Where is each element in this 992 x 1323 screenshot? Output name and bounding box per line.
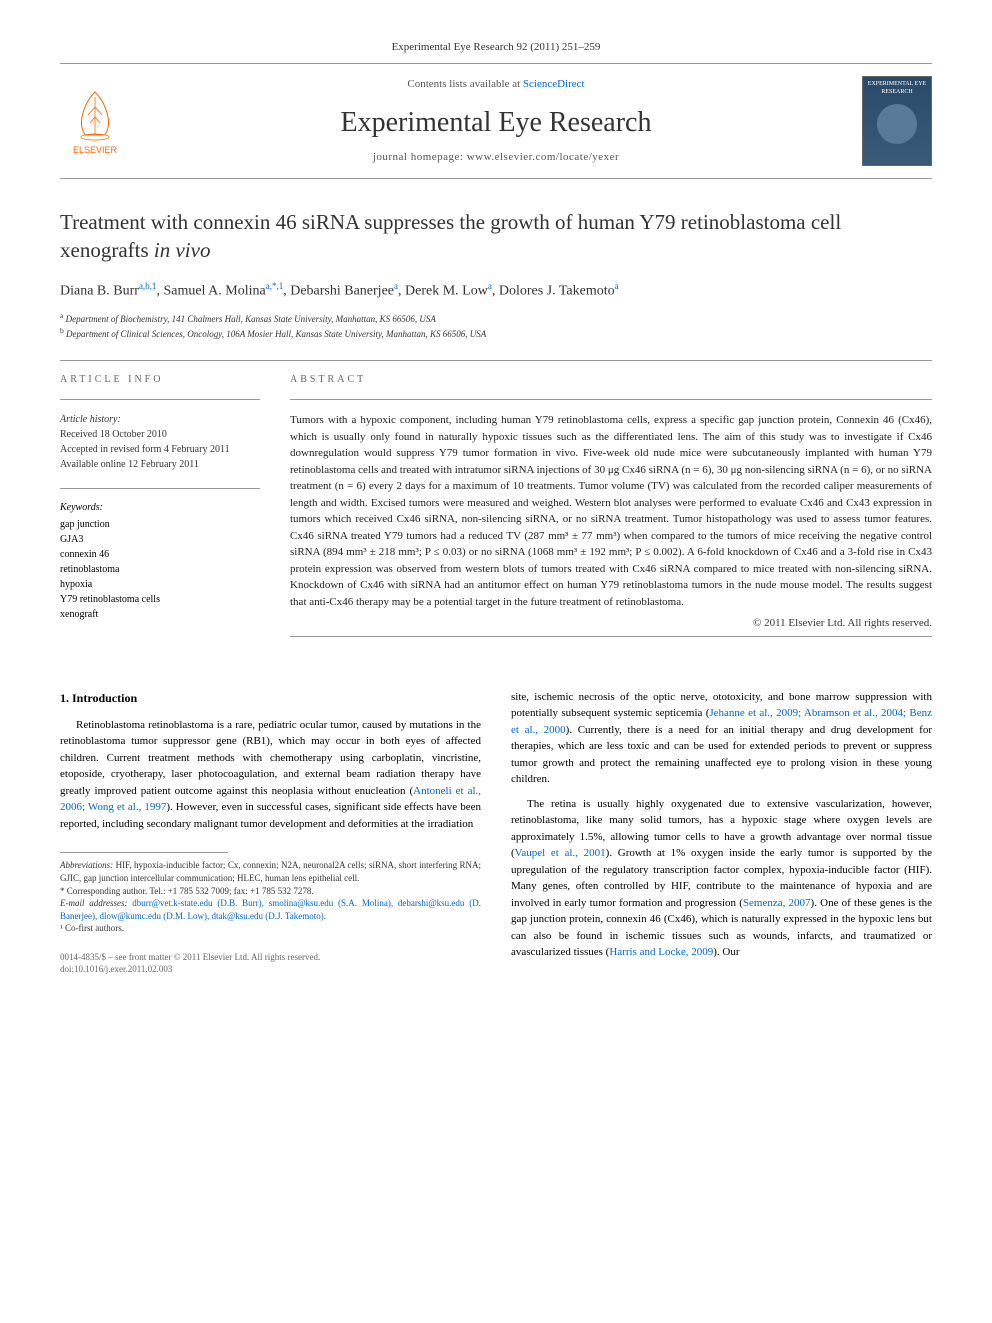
affiliation-b-text: Department of Clinical Sciences, Oncolog… [66,329,486,339]
homepage-url[interactable]: www.elsevier.com/locate/yexer [467,151,619,163]
intro-heading: 1. Introduction [60,689,481,707]
abbrev-label: Abbreviations: [60,860,113,870]
article-info-label: ARTICLE INFO [60,373,260,387]
keyword-item: xenograft [60,607,260,622]
journal-reference: Experimental Eye Research 92 (2011) 251–… [60,40,932,55]
cover-title: EXPERIMENTAL EYE RESEARCH [867,81,927,95]
doi-line: doi:10.1016/j.exer.2011.02.003 [60,963,481,976]
article-info-column: ARTICLE INFO Article history: Received 1… [60,373,260,648]
info-abstract-row: ARTICLE INFO Article history: Received 1… [60,373,932,648]
contents-line: Contents lists available at ScienceDirec… [130,77,862,92]
keyword-item: GJA3 [60,532,260,547]
elsevier-tree-icon [70,87,120,142]
keyword-item: connexin 46 [60,547,260,562]
keywords-list: gap junctionGJA3connexin 46retinoblastom… [60,517,260,622]
sciencedirect-link[interactable]: ScienceDirect [523,78,585,90]
citation-link[interactable]: Harris and Locke, 2009 [609,946,713,958]
citation-link[interactable]: Vaupel et al., 2001 [515,847,606,859]
intro-paragraph-2: site, ischemic necrosis of the optic ner… [511,689,932,788]
keyword-item: Y79 retinoblastoma cells [60,592,260,607]
email-addresses: E-mail addresses: dburr@vet.k-state.edu … [60,897,481,922]
homepage-prefix: journal homepage: [373,151,467,163]
divider [60,488,260,489]
abstract-column: ABSTRACT Tumors with a hypoxic component… [290,373,932,648]
keywords-label: Keywords: [60,501,260,515]
cover-image-icon [877,104,917,144]
history-received: Received 18 October 2010 [60,427,260,442]
issn-line: 0014-4835/$ – see front matter © 2011 El… [60,951,481,964]
divider [60,360,932,361]
contents-prefix: Contents lists available at [407,78,522,90]
p3-end: ). Our [713,946,739,958]
journal-header: ELSEVIER Contents lists available at Sci… [60,63,932,179]
page-container: Experimental Eye Research 92 (2011) 251–… [0,0,992,1018]
elsevier-logo: ELSEVIER [60,81,130,161]
abstract-text: Tumors with a hypoxic component, includi… [290,412,932,610]
history-online: Available online 12 February 2011 [60,457,260,472]
header-center: Contents lists available at ScienceDirec… [130,77,862,165]
divider [290,636,932,637]
article-title: Treatment with connexin 46 siRNA suppres… [60,209,932,264]
divider [60,399,260,400]
affiliation-a: a Department of Biochemistry, 141 Chalme… [60,311,932,326]
elsevier-label: ELSEVIER [73,144,117,157]
intro-paragraph-1: Retinoblastoma retinoblastoma is a rare,… [60,717,481,833]
footnote-divider [60,852,228,853]
body-section: 1. Introduction Retinoblastoma retinobla… [60,689,932,979]
cofirst-note: ¹ Co-first authors. [60,922,481,935]
history-label: Article history: [60,412,260,427]
keyword-item: hypoxia [60,577,260,592]
intro-paragraph-3: The retina is usually highly oxygenated … [511,796,932,961]
abstract-label: ABSTRACT [290,373,932,387]
abbreviations: Abbreviations: HIF, hypoxia-inducible fa… [60,859,481,884]
title-italic: in vivo [154,238,211,262]
keywords-block: Keywords: gap junctionGJA3connexin 46ret… [60,501,260,622]
affiliations: a Department of Biochemistry, 141 Chalme… [60,311,932,340]
keyword-item: gap junction [60,517,260,532]
copyright: © 2011 Elsevier Ltd. All rights reserved… [290,616,932,631]
article-history: Article history: Received 18 October 201… [60,412,260,472]
email-label: E-mail addresses: [60,898,127,908]
authors-list: Diana B. Burra,b,1, Samuel A. Molinaa,*,… [60,280,932,301]
journal-name: Experimental Eye Research [130,103,862,142]
affiliation-b: b Department of Clinical Sciences, Oncol… [60,326,932,341]
affiliation-a-text: Department of Biochemistry, 141 Chalmers… [66,314,436,324]
divider [290,399,932,400]
abbrev-text: HIF, hypoxia-inducible factor; Cx, conne… [60,860,481,883]
homepage-line: journal homepage: www.elsevier.com/locat… [130,150,862,165]
citation-link[interactable]: Semenza, 2007 [743,897,811,909]
history-accepted: Accepted in revised form 4 February 2011 [60,442,260,457]
journal-cover: EXPERIMENTAL EYE RESEARCH [862,76,932,166]
body-columns: 1. Introduction Retinoblastoma retinobla… [60,689,932,979]
page-footer: 0014-4835/$ – see front matter © 2011 El… [60,951,481,976]
keyword-item: retinoblastoma [60,562,260,577]
p2-end: ). Currently, there is a need for an ini… [511,724,932,786]
corresponding-author: * Corresponding author. Tel.: +1 785 532… [60,885,481,898]
footnotes: Abbreviations: HIF, hypoxia-inducible fa… [60,859,481,935]
